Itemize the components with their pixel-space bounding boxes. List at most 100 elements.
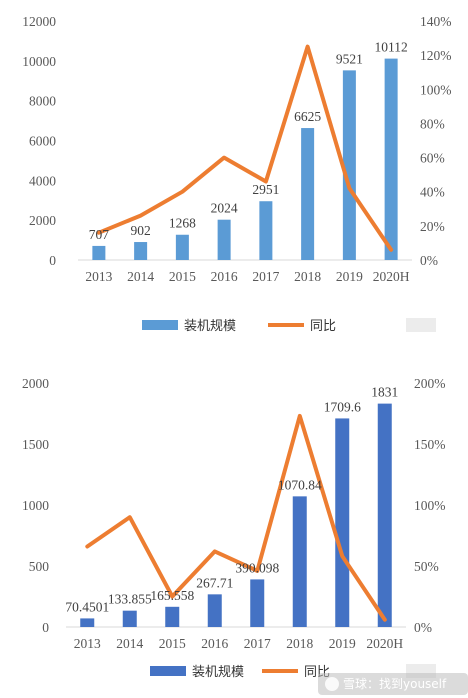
bar-data-label: 390.098	[235, 560, 279, 575]
bar-data-label: 165.558	[150, 588, 194, 603]
snowball-logo-icon	[325, 677, 339, 691]
x-category-label: 2015	[159, 636, 186, 651]
x-category-label: 2017	[244, 636, 271, 651]
bar-data-label: 267.71	[196, 575, 233, 590]
y-left-tick-label: 1500	[22, 437, 49, 452]
y-left-tick-label: 500	[29, 559, 50, 574]
bar	[342, 70, 356, 260]
bar	[122, 610, 137, 627]
bar	[250, 579, 265, 627]
y-left-tick-label: 1000	[22, 498, 49, 513]
bar	[165, 606, 180, 627]
bar	[134, 242, 148, 260]
watermark-bg	[318, 673, 468, 695]
yoy-point	[307, 46, 309, 48]
yoy-line	[85, 413, 387, 622]
bar	[377, 403, 392, 627]
bar	[335, 418, 350, 627]
bar-data-label: 2024	[211, 201, 238, 216]
bar-data-label: 2951	[252, 182, 279, 197]
bar-data-label: 1709.6	[324, 399, 361, 414]
y-left-tick-label: 10000	[22, 54, 56, 69]
y-right-tick-label: 20%	[420, 219, 445, 234]
yoy-point	[384, 619, 386, 621]
x-category-label: 2020H	[366, 636, 403, 651]
x-category-label: 2016	[211, 269, 238, 284]
y-left-tick-label: 0	[49, 253, 56, 268]
y-right-tick-label: 200%	[414, 376, 446, 391]
blur-patch-1	[406, 318, 436, 332]
yoy-point	[223, 157, 225, 159]
bar-data-label: 707	[89, 227, 110, 242]
bar	[80, 618, 95, 627]
bar	[259, 201, 273, 260]
yoy-point	[214, 550, 216, 552]
yoy-point	[86, 545, 88, 547]
watermark-text: 雪球：找到youself	[343, 677, 447, 691]
y-right-tick-label: 100%	[414, 498, 446, 513]
bar-data-label: 902	[131, 223, 151, 238]
yoy-point	[299, 415, 301, 417]
chart-1: 0 2000 4000 6000 8000 10000 12000 0% 20% 40% 60% 80…	[22, 14, 451, 334]
yoy-point	[98, 232, 100, 234]
yoy-point	[341, 555, 343, 557]
legend: 装机规模 同比	[150, 665, 330, 680]
yoy-point	[390, 249, 392, 251]
y-right-tick-label: 140%	[420, 14, 452, 29]
x-category-label: 2014	[127, 269, 154, 284]
x-category-label: 2015	[169, 269, 196, 284]
bar-data-label: 10112	[375, 40, 408, 55]
x-category-label: 2019	[336, 269, 363, 284]
y-right-tick-label: 0%	[414, 620, 432, 635]
yoy-point	[348, 187, 350, 189]
legend-swatch-bar	[150, 666, 186, 676]
yoy-line	[96, 44, 394, 252]
x-category-label: 2019	[329, 636, 356, 651]
y-right-tick-label: 80%	[420, 116, 445, 131]
bar-data-label: 6625	[294, 109, 321, 124]
legend-label-line: 同比	[310, 319, 336, 334]
bar-data-label: 133.855	[108, 592, 152, 607]
y-right-tick-label: 0%	[420, 253, 438, 268]
watermark: 雪球：找到youself	[318, 673, 468, 695]
bar	[217, 219, 231, 260]
bar-data-label: 1070.84	[278, 477, 322, 492]
legend-label-bar: 装机规模	[184, 319, 236, 334]
x-category-label: 2017	[252, 269, 279, 284]
bar	[92, 245, 106, 260]
y-right-tick-label: 50%	[414, 559, 439, 574]
y-left-tick-label: 2000	[22, 376, 49, 391]
bar-data-label: 1268	[169, 216, 196, 231]
y-left-tick-label: 2000	[29, 213, 56, 228]
bar	[175, 234, 189, 260]
y-right-tick-label: 40%	[420, 185, 445, 200]
y-right-tick-label: 120%	[420, 48, 452, 63]
yoy-point	[140, 215, 142, 217]
x-category-label: 2013	[85, 269, 112, 284]
bar	[384, 58, 398, 261]
y-left-tick-label: 0	[42, 620, 49, 635]
bar-data-label: 1831	[371, 385, 398, 400]
yoy-point	[256, 570, 258, 572]
y-left-tick-label: 4000	[29, 173, 56, 188]
y-left-tick-label: 6000	[29, 134, 56, 149]
chart-2: 0 500 1000 1500 2000 0% 50% 100% 150% 200% 70.4501…	[22, 376, 446, 680]
y-right-tick-label: 150%	[414, 437, 446, 452]
yoy-point	[265, 180, 267, 182]
legend: 装机规模 同比	[142, 319, 336, 334]
bar-data-label: 9521	[336, 51, 363, 66]
x-category-label: 2018	[294, 269, 321, 284]
bar	[207, 594, 222, 627]
legend-swatch-bar	[142, 320, 178, 330]
x-category-label: 2016	[201, 636, 228, 651]
yoy-point	[129, 516, 131, 518]
yoy-point	[171, 596, 173, 597]
bar-data-label: 70.4501	[65, 599, 109, 614]
x-category-label: 2013	[74, 636, 101, 651]
y-left-tick-label: 8000	[29, 94, 56, 109]
legend-label-bar: 装机规模	[192, 665, 244, 680]
y-left-tick-label: 12000	[22, 14, 56, 29]
bar	[301, 128, 315, 260]
x-category-label: 2018	[286, 636, 313, 651]
